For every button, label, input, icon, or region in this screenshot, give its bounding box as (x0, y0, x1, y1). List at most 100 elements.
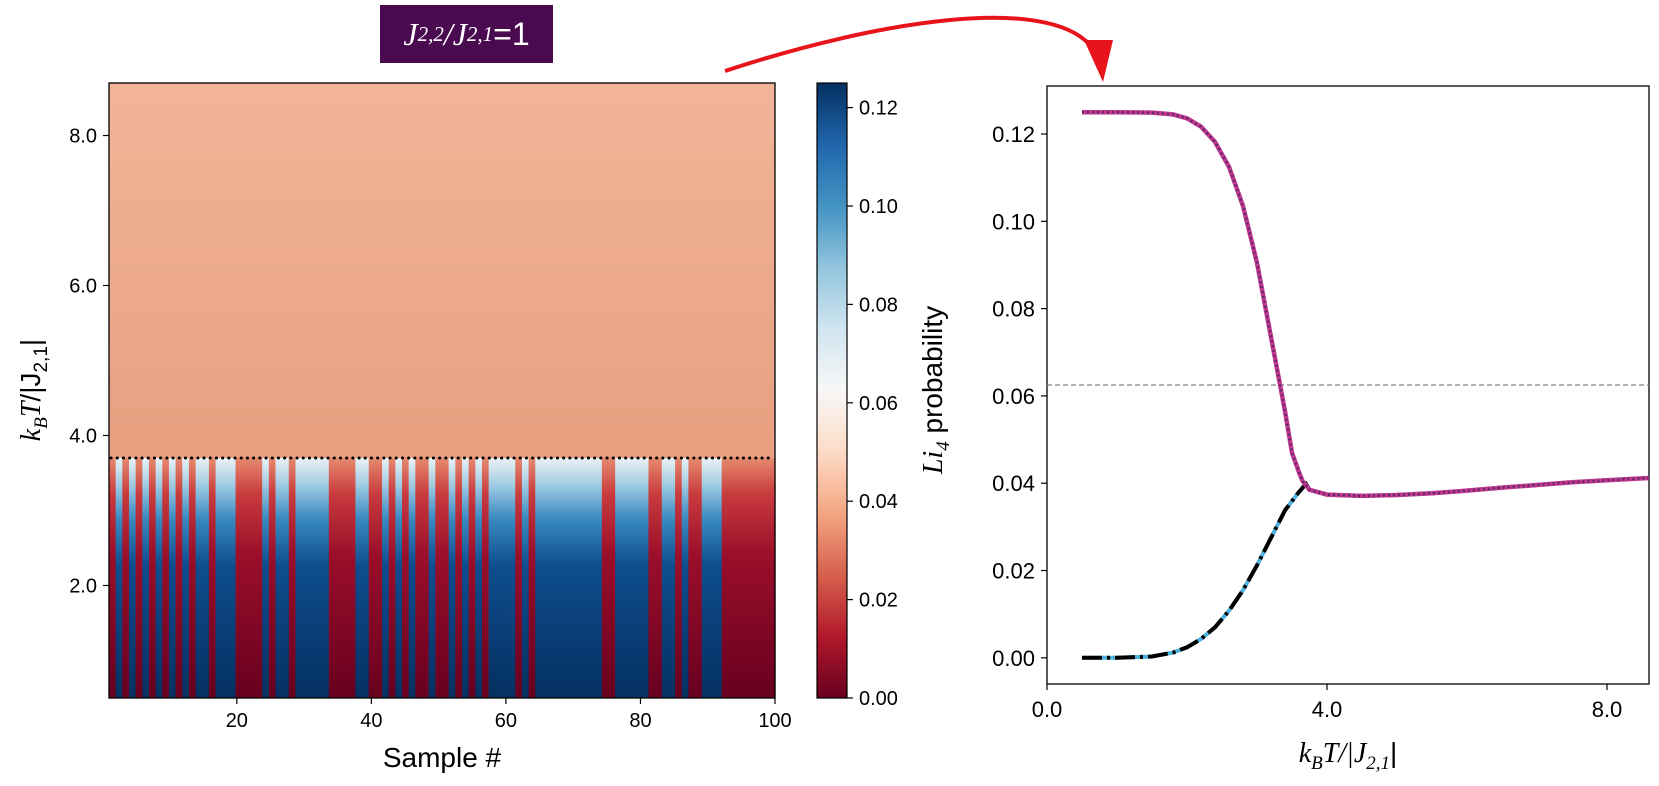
colorbar (817, 83, 847, 698)
heatmap-column (255, 458, 263, 698)
heatmap-frame (108, 82, 776, 699)
heatmap-column (322, 458, 330, 698)
heatmap-column (262, 458, 270, 698)
heatmap-column (688, 458, 696, 698)
heatmap-column (175, 458, 183, 698)
heatmap-column (481, 458, 490, 698)
upper-branch-dotted-line (1082, 110, 1650, 498)
line-x-label: kBT/|J2,1| (1299, 737, 1398, 774)
heatmap-column (188, 458, 197, 698)
heatmap-column (202, 458, 210, 698)
heatmap-column (442, 458, 450, 698)
colorbar-tick-label: 0.02 (859, 590, 898, 612)
heatmap-y-ticks: 2.0 4.0 6.0 8.0 (69, 126, 109, 598)
heatmap-x-ticks: 20 40 60 80 100 (226, 698, 792, 732)
heatmap-column (521, 458, 530, 698)
heatmap-column (641, 458, 650, 698)
line-y-tick-label: 0.00 (992, 646, 1035, 671)
heatmap-column (595, 458, 603, 698)
heatmap-column (242, 458, 250, 698)
heatmap-column (555, 458, 563, 698)
heatmap-column (735, 458, 743, 698)
heatmap-y-tick-label: 4.0 (69, 426, 97, 448)
heatmap-column (315, 458, 323, 698)
colorbar-tick-label: 0.06 (859, 393, 898, 415)
line-x-tick-label: 8.0 (1592, 697, 1623, 722)
heatmap-column (375, 458, 383, 698)
heatmap-column (635, 458, 643, 698)
heatmap-column (535, 458, 543, 698)
heatmap-column (588, 458, 596, 698)
line-y-tick-label: 0.10 (992, 209, 1035, 234)
heatmap-column (335, 458, 343, 698)
heatmap-column (148, 458, 157, 698)
heatmap-column (601, 458, 610, 698)
colorbar-ticks: 0.00 0.02 0.04 0.06 0.08 0.10 0.12 (847, 98, 898, 710)
heatmap-column (308, 458, 317, 698)
heatmap-column (348, 458, 357, 698)
heatmap-x-tick-label: 80 (629, 710, 651, 732)
colorbar-tick-label: 0.00 (859, 688, 898, 710)
heatmap-column (615, 458, 623, 698)
heatmap-column (568, 458, 576, 698)
heatmap-column (541, 458, 550, 698)
heatmap-column (575, 458, 583, 698)
heatmap-column (115, 458, 123, 698)
heatmap-column (288, 458, 297, 698)
line-x-tick-label: 0.0 (1032, 697, 1063, 722)
heatmap-column (275, 458, 283, 698)
line-x-tick-label: 4.0 (1312, 697, 1343, 722)
colorbar-frame (816, 82, 848, 699)
heatmap-column (548, 458, 556, 698)
heatmap-column (235, 458, 243, 698)
heatmap-y-tick-label: 8.0 (69, 126, 97, 148)
heatmap-column (748, 458, 756, 698)
heatmap-column (282, 458, 290, 698)
heatmap-column (475, 458, 483, 698)
heatmap-column (248, 458, 257, 698)
heatmap-column (135, 458, 143, 698)
heatmap-column (428, 458, 436, 698)
heatmap-column (222, 458, 230, 698)
heatmap-column (561, 458, 570, 698)
heatmap-column (461, 458, 470, 698)
line-y-tick-label: 0.12 (992, 122, 1035, 147)
heatmap-column (695, 458, 703, 698)
heatmap-y-tick-label: 6.0 (69, 276, 97, 298)
heatmap-column (515, 458, 523, 698)
heatmap-x-tick-label: 100 (758, 710, 791, 732)
colorbar-tick-label: 0.08 (859, 294, 898, 316)
heatmap-column (182, 458, 190, 698)
heatmap-cells (109, 83, 776, 698)
heatmap-column (761, 458, 769, 698)
heatmap-column (455, 458, 463, 698)
heatmap-column (362, 458, 370, 698)
heatmap-column (675, 458, 683, 698)
colorbar-label: Li4 probability (917, 306, 954, 475)
heatmap-x-tick-label: 60 (495, 710, 517, 732)
heatmap-column (448, 458, 456, 698)
heatmap-column (621, 458, 630, 698)
heatmap-x-tick-label: 40 (360, 710, 382, 732)
line-y-tick-label: 0.02 (992, 559, 1035, 584)
heatmap-column (608, 458, 616, 698)
heatmap-column (122, 458, 130, 698)
heatmap-column (488, 458, 496, 698)
heatmap-column (495, 458, 503, 698)
heatmap-column (228, 458, 237, 698)
heatmap-column (402, 458, 410, 698)
heatmap-column (755, 458, 763, 698)
line-x-ticks: 0.0 4.0 8.0 (1032, 684, 1623, 722)
heatmap-column (142, 458, 150, 698)
heatmap-column (708, 458, 716, 698)
heatmap-column (268, 458, 277, 698)
heatmap-column (655, 458, 663, 698)
ratio-badge: J 2,2/J 2,1 =1 (380, 5, 553, 63)
heatmap-column (415, 458, 423, 698)
heatmap-column (468, 458, 476, 698)
heatmap-column (208, 458, 217, 698)
heatmap-column (528, 458, 536, 698)
heatmap-column (715, 458, 723, 698)
heatmap-column (195, 458, 203, 698)
